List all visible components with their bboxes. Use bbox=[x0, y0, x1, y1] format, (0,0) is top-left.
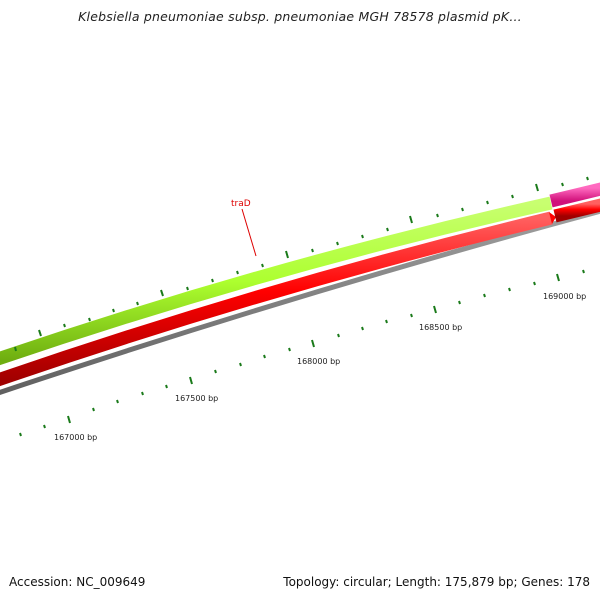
scale-label-168000: 168000 bp bbox=[297, 357, 340, 366]
topology-summary: Topology: circular; Length: 175,879 bp; … bbox=[283, 575, 590, 589]
scale-label-167000: 167000 bp bbox=[54, 433, 97, 442]
backbone-arc bbox=[0, 208, 600, 395]
gene-label-pointer bbox=[241, 208, 257, 257]
green-feature-arc bbox=[0, 196, 553, 366]
scale-ticks bbox=[19, 269, 585, 437]
gene-label-trad: traD bbox=[231, 199, 251, 209]
scale-label-168500: 168500 bp bbox=[419, 323, 462, 332]
scale-label-169000: 169000 bp bbox=[543, 292, 586, 301]
red-feature-arc bbox=[0, 211, 553, 387]
red-feature-arrowhead bbox=[549, 212, 556, 224]
accession-text: Accession: NC_009649 bbox=[9, 575, 146, 589]
red-feature-arc-2 bbox=[553, 198, 600, 223]
magenta-feature-arc bbox=[549, 182, 600, 208]
forward-ticks bbox=[14, 176, 589, 352]
scale-label-167500: 167500 bp bbox=[175, 394, 218, 403]
map-title: Klebsiella pneumoniae subsp. pneumoniae … bbox=[78, 9, 522, 24]
